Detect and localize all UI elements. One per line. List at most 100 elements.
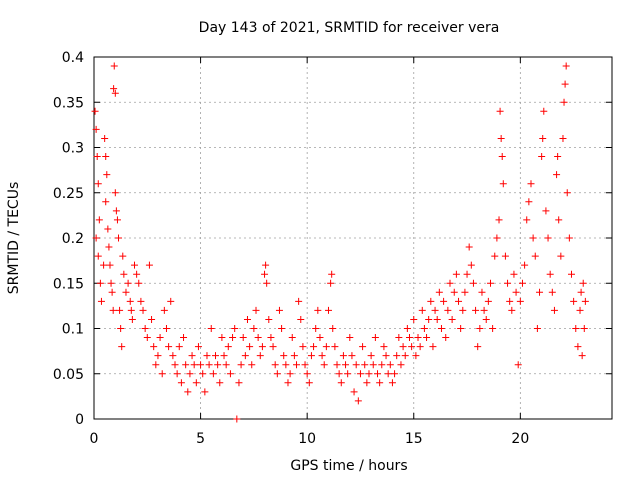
data-point — [216, 379, 224, 387]
data-point — [284, 379, 292, 387]
data-point — [529, 234, 537, 242]
data-point — [171, 361, 179, 369]
data-point — [348, 352, 356, 360]
data-point — [567, 270, 575, 278]
data-point — [111, 89, 119, 97]
y-tick-label: 0.1 — [62, 322, 84, 338]
data-point — [93, 153, 101, 161]
data-point — [214, 361, 222, 369]
data-point — [525, 198, 533, 206]
data-point — [197, 361, 205, 369]
data-point — [133, 270, 141, 278]
data-point — [261, 270, 269, 278]
data-point — [271, 361, 279, 369]
data-point — [167, 297, 175, 305]
data-point — [158, 370, 166, 378]
data-point — [581, 297, 589, 305]
data-point — [365, 370, 373, 378]
data-point — [561, 80, 569, 88]
data-point — [241, 352, 249, 360]
data-point — [137, 297, 145, 305]
data-point — [280, 352, 288, 360]
data-point — [496, 107, 504, 115]
data-point — [514, 361, 522, 369]
data-point — [546, 270, 554, 278]
data-point — [557, 252, 565, 260]
data-point — [474, 343, 482, 351]
data-point — [374, 370, 382, 378]
data-point — [331, 343, 339, 351]
data-point — [531, 252, 539, 260]
data-point — [401, 352, 409, 360]
data-point — [122, 288, 130, 296]
data-points — [91, 62, 589, 423]
data-point — [310, 343, 318, 351]
data-point — [110, 62, 118, 70]
data-point — [328, 270, 336, 278]
data-point — [252, 306, 260, 314]
data-point — [275, 306, 283, 314]
data-point — [388, 379, 396, 387]
data-point — [303, 370, 311, 378]
data-point — [418, 306, 426, 314]
data-point — [539, 134, 547, 142]
data-point — [510, 270, 518, 278]
data-point — [229, 334, 237, 342]
data-point — [162, 325, 170, 332]
data-point — [145, 261, 153, 269]
data-point — [263, 279, 271, 287]
y-tick-label: 0.15 — [53, 276, 84, 292]
data-point — [94, 180, 102, 188]
data-point — [104, 225, 112, 233]
data-point — [212, 352, 220, 360]
data-point — [393, 352, 401, 360]
data-point — [301, 361, 309, 369]
y-tick-label: 0.05 — [53, 367, 84, 383]
data-point — [256, 352, 264, 360]
data-point — [403, 325, 411, 332]
data-point — [290, 352, 298, 360]
y-tick-label: 0.4 — [62, 50, 84, 66]
data-point — [563, 189, 571, 197]
data-point — [476, 325, 484, 332]
data-point — [169, 352, 177, 360]
data-point — [480, 306, 488, 314]
data-point — [350, 388, 358, 396]
data-point — [380, 343, 388, 351]
data-point — [278, 325, 286, 332]
data-point — [425, 315, 433, 323]
data-point — [376, 379, 384, 387]
data-point — [186, 370, 194, 378]
data-point — [94, 252, 102, 260]
data-point — [188, 352, 196, 360]
data-point — [527, 180, 535, 188]
data-point — [435, 288, 443, 296]
x-axis-label: GPS time / hours — [290, 458, 407, 474]
data-point — [160, 306, 168, 314]
data-point — [333, 361, 341, 369]
data-point — [116, 306, 124, 314]
data-point — [521, 261, 529, 269]
data-point — [554, 153, 562, 161]
data-point — [100, 261, 108, 269]
data-point — [106, 261, 114, 269]
data-point — [559, 134, 567, 142]
data-point — [117, 325, 125, 332]
data-point — [459, 306, 467, 314]
data-point — [273, 370, 281, 378]
data-point — [107, 279, 115, 287]
data-point — [533, 325, 541, 332]
data-point — [131, 261, 139, 269]
data-point — [175, 343, 183, 351]
data-point — [369, 361, 377, 369]
data-point — [344, 370, 352, 378]
data-point — [363, 379, 371, 387]
data-point — [177, 379, 185, 387]
data-point — [312, 325, 320, 332]
data-point — [570, 297, 578, 305]
axis-ticks — [93, 56, 612, 420]
data-point — [126, 297, 134, 305]
data-point — [335, 370, 343, 378]
data-point — [254, 334, 262, 342]
data-point — [108, 288, 116, 296]
